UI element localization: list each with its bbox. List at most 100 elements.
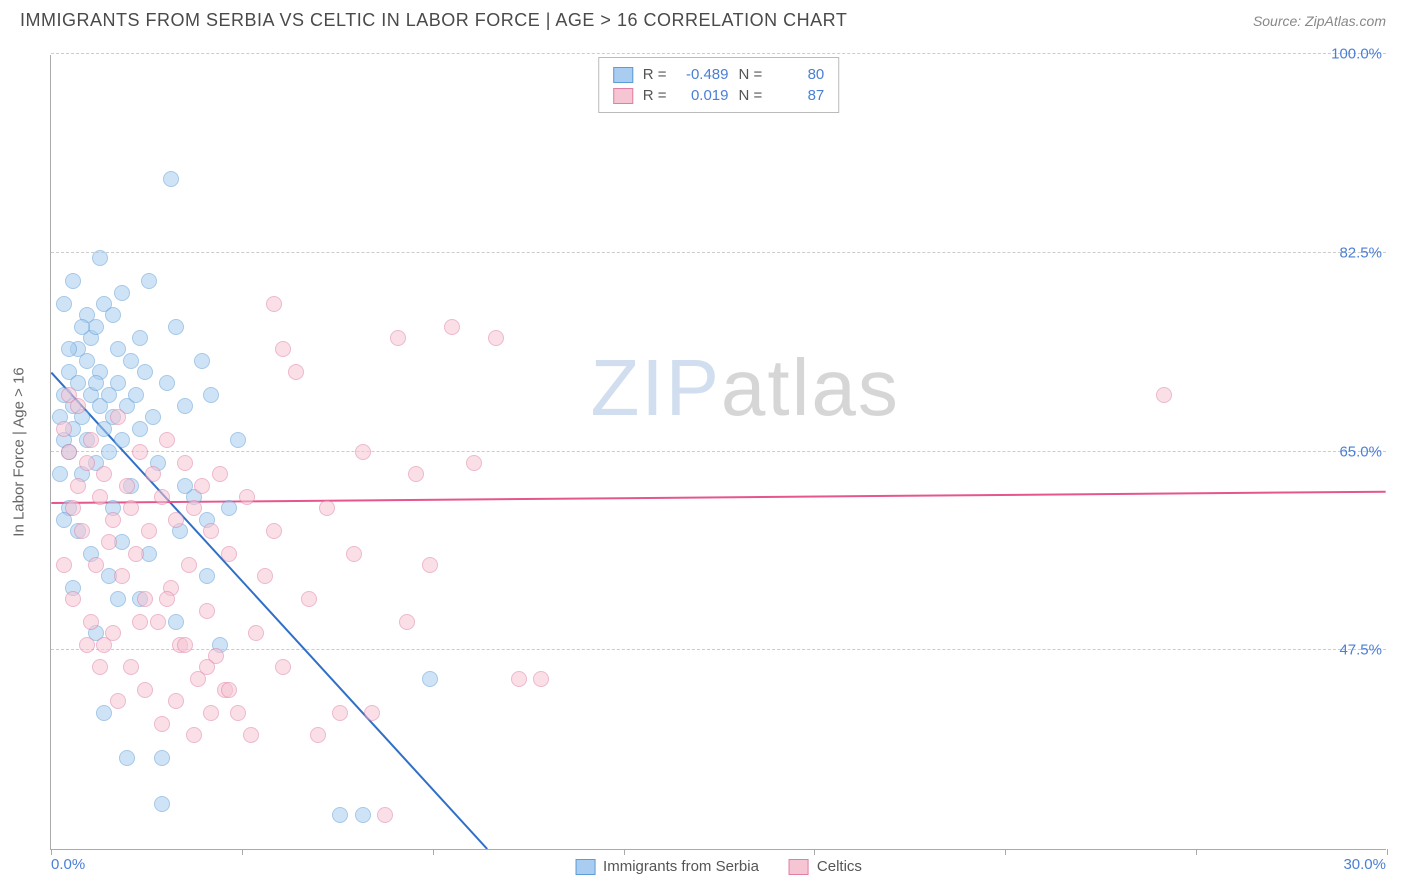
data-point-celtics — [123, 659, 139, 675]
legend-item-serbia: Immigrants from Serbia — [575, 858, 759, 875]
data-point-serbia — [168, 319, 184, 335]
x-tick — [1387, 849, 1388, 855]
legend-r-label: R = — [643, 87, 667, 104]
data-point-celtics — [466, 455, 482, 471]
data-point-celtics — [110, 693, 126, 709]
gridline — [51, 649, 1386, 650]
data-point-celtics — [221, 546, 237, 562]
data-point-celtics — [511, 671, 527, 687]
data-point-celtics — [199, 659, 215, 675]
watermark: ZIPatlas — [590, 342, 899, 434]
data-point-serbia — [110, 375, 126, 391]
data-point-serbia — [137, 364, 153, 380]
data-point-celtics — [132, 444, 148, 460]
data-point-celtics — [346, 546, 362, 562]
data-point-celtics — [101, 534, 117, 550]
data-point-celtics — [266, 523, 282, 539]
data-point-serbia — [177, 478, 193, 494]
data-point-serbia — [221, 500, 237, 516]
legend-r-value-celtics: 0.019 — [677, 87, 729, 104]
data-point-celtics — [141, 523, 157, 539]
data-point-celtics — [288, 364, 304, 380]
data-point-celtics — [114, 568, 130, 584]
data-point-celtics — [364, 705, 380, 721]
data-point-celtics — [154, 716, 170, 732]
data-point-serbia — [114, 285, 130, 301]
data-point-celtics — [56, 421, 72, 437]
data-point-serbia — [119, 750, 135, 766]
data-point-serbia — [355, 807, 371, 823]
data-point-celtics — [355, 444, 371, 460]
data-point-celtics — [79, 637, 95, 653]
data-point-celtics — [243, 727, 259, 743]
data-point-celtics — [105, 625, 121, 641]
data-point-serbia — [96, 705, 112, 721]
data-point-serbia — [332, 807, 348, 823]
data-point-celtics — [154, 489, 170, 505]
x-tick — [1196, 849, 1197, 855]
y-tick-label: 47.5% — [1339, 642, 1382, 659]
data-point-celtics — [257, 568, 273, 584]
data-point-celtics — [275, 341, 291, 357]
scatter-plot: ZIPatlas In Labor Force | Age > 16 47.5%… — [50, 55, 1386, 850]
x-tick — [242, 849, 243, 855]
data-point-celtics — [186, 727, 202, 743]
x-tick — [814, 849, 815, 855]
legend-r-label: R = — [643, 66, 667, 83]
legend-label-celtics: Celtics — [817, 858, 862, 875]
data-point-celtics — [65, 500, 81, 516]
data-point-celtics — [168, 693, 184, 709]
data-point-serbia — [132, 330, 148, 346]
data-point-serbia — [101, 444, 117, 460]
data-point-celtics — [408, 466, 424, 482]
data-point-celtics — [132, 614, 148, 630]
data-point-serbia — [74, 319, 90, 335]
data-point-celtics — [177, 455, 193, 471]
chart-title: IMMIGRANTS FROM SERBIA VS CELTIC IN LABO… — [20, 10, 847, 31]
data-point-serbia — [154, 796, 170, 812]
data-point-celtics — [212, 466, 228, 482]
y-tick-label: 100.0% — [1331, 46, 1382, 63]
data-point-serbia — [65, 273, 81, 289]
data-point-serbia — [194, 353, 210, 369]
x-tick — [433, 849, 434, 855]
gridline — [51, 53, 1386, 54]
legend-row-serbia: R = -0.489 N = 80 — [613, 64, 825, 85]
data-point-serbia — [159, 375, 175, 391]
data-point-celtics — [65, 591, 81, 607]
legend-row-celtics: R = 0.019 N = 87 — [613, 85, 825, 106]
x-axis-max-label: 30.0% — [1343, 856, 1386, 873]
data-point-celtics — [79, 455, 95, 471]
data-point-celtics — [488, 330, 504, 346]
data-point-celtics — [123, 500, 139, 516]
x-axis-min-label: 0.0% — [51, 856, 85, 873]
data-point-celtics — [70, 398, 86, 414]
data-point-serbia — [422, 671, 438, 687]
data-point-celtics — [203, 523, 219, 539]
data-point-serbia — [145, 409, 161, 425]
data-point-celtics — [186, 500, 202, 516]
data-point-celtics — [137, 591, 153, 607]
data-point-serbia — [141, 273, 157, 289]
data-point-serbia — [168, 614, 184, 630]
data-point-serbia — [52, 466, 68, 482]
data-point-celtics — [56, 557, 72, 573]
legend-n-label: N = — [739, 66, 763, 83]
data-point-celtics — [444, 319, 460, 335]
data-point-serbia — [128, 387, 144, 403]
data-point-celtics — [422, 557, 438, 573]
legend-label-serbia: Immigrants from Serbia — [603, 858, 759, 875]
data-point-celtics — [168, 512, 184, 528]
data-point-serbia — [114, 432, 130, 448]
y-tick-label: 82.5% — [1339, 244, 1382, 261]
swatch-serbia — [575, 859, 595, 875]
data-point-celtics — [332, 705, 348, 721]
data-point-celtics — [137, 682, 153, 698]
series-legend: Immigrants from Serbia Celtics — [567, 858, 870, 875]
data-point-celtics — [301, 591, 317, 607]
data-point-celtics — [319, 500, 335, 516]
data-point-celtics — [266, 296, 282, 312]
data-point-serbia — [230, 432, 246, 448]
data-point-celtics — [275, 659, 291, 675]
data-point-celtics — [150, 614, 166, 630]
